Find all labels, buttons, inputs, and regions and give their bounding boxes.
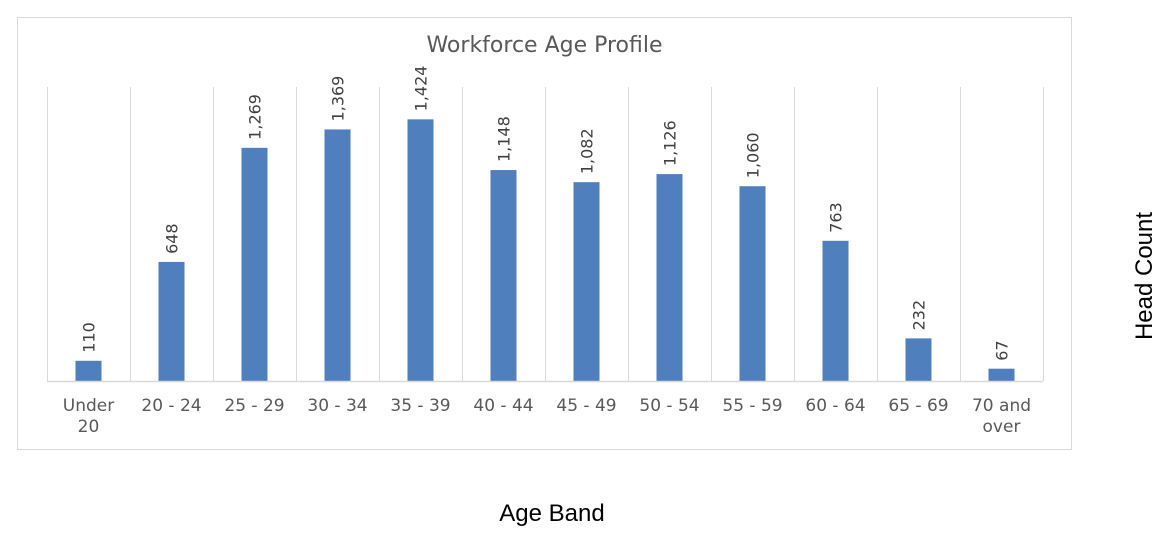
bar-0 [75,360,102,381]
category-label-5: 40 - 44 [473,396,533,416]
category-label-11: 70 and [972,396,1031,416]
bar-7 [656,174,683,381]
data-label-3: 1,369 [329,76,348,122]
data-label-5: 1,148 [495,116,514,162]
data-label-9: 763 [827,202,846,233]
category-label-6: 45 - 49 [556,396,616,416]
bar-4 [407,119,434,381]
data-label-4: 1,424 [412,66,431,112]
bar-11 [988,368,1015,381]
bar-10 [905,338,932,381]
category-label-4: 35 - 39 [390,396,450,416]
data-label-0: 110 [80,322,99,353]
y-axis-title: Head Count [1131,211,1158,341]
bar-6 [573,182,600,381]
category-label-0: Under [63,396,114,416]
category-label-0: 20 [78,417,100,437]
data-label-10: 232 [910,300,929,331]
data-label-2: 1,269 [246,94,265,140]
bar-9 [822,240,849,381]
chart-title: Workforce Age Profile [426,33,663,58]
data-label-8: 1,060 [744,132,763,178]
x-axis-title: Age Band [499,500,605,527]
chart-frame [17,17,1072,450]
category-label-7: 50 - 54 [639,396,699,416]
bar-2 [241,147,268,381]
data-label-1: 648 [163,223,182,254]
category-label-8: 55 - 59 [722,396,782,416]
category-label-10: 65 - 69 [888,396,948,416]
data-label-7: 1,126 [661,120,680,166]
bar-1 [158,261,185,381]
data-label-11: 67 [993,340,1012,360]
bar-8 [739,186,766,381]
bar-3 [324,129,351,381]
data-label-6: 1,082 [578,128,597,174]
category-label-11: over [983,417,1021,437]
bar-5 [490,170,517,381]
category-label-3: 30 - 34 [307,396,367,416]
category-label-9: 60 - 64 [805,396,865,416]
category-label-1: 20 - 24 [141,396,201,416]
category-label-2: 25 - 29 [224,396,284,416]
